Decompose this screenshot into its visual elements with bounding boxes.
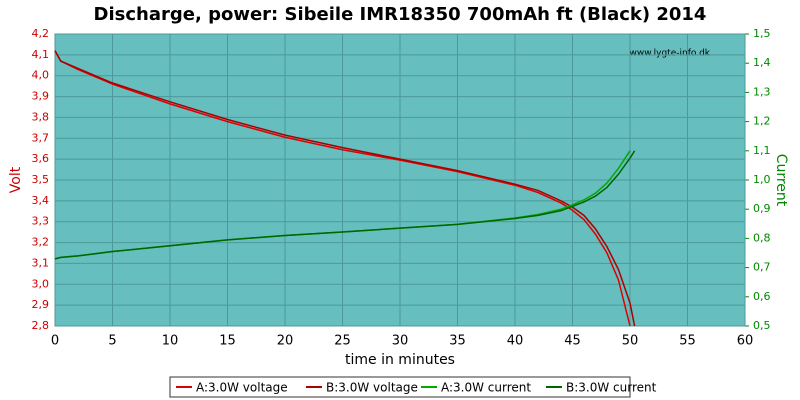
y-tick-label: 3,8	[32, 110, 50, 123]
x-tick-label: 20	[277, 334, 294, 349]
y2-tick-label: 1,3	[753, 85, 771, 98]
x-tick-label: 5	[108, 334, 116, 349]
y-tick-label: 3,9	[32, 90, 50, 103]
y-axis-title: Volt	[8, 166, 24, 193]
y2-tick-label: 0,7	[753, 261, 771, 274]
y2-tick-label: 1,4	[753, 56, 771, 69]
y-tick-label: 3,2	[32, 236, 50, 249]
y2-tick-label: 0,6	[753, 290, 771, 303]
x-tick-label: 10	[162, 334, 179, 349]
legend-label: B:3.0W voltage	[326, 381, 418, 395]
y-tick-label: 3,3	[32, 215, 50, 228]
x-tick-label: 0	[51, 334, 59, 349]
x-tick-label: 50	[622, 334, 639, 349]
x-tick-label: 40	[507, 334, 524, 349]
y-tick-label: 2,9	[32, 298, 50, 311]
y-tick-label: 3,1	[32, 256, 50, 269]
x-tick-label: 15	[219, 334, 236, 349]
x-tick-label: 25	[334, 334, 351, 349]
y-tick-label: 3,0	[32, 277, 50, 290]
y-tick-label: 4,2	[32, 27, 50, 40]
series-line	[54, 50, 636, 327]
legend	[169, 376, 631, 398]
legend-label: B:3.0W current	[566, 381, 657, 395]
legend-label: A:3.0W voltage	[196, 381, 288, 395]
x-axis-title: time in minutes	[345, 352, 455, 368]
x-tick-label: 35	[449, 334, 466, 349]
series-line	[54, 150, 636, 260]
y-tick-label: 4,1	[32, 48, 50, 61]
chart-title: Discharge, power: Sibeile IMR18350 700mA…	[94, 4, 707, 25]
y2-axis-title: Current	[773, 154, 789, 207]
x-tick-label: 45	[564, 334, 581, 349]
y-tick-label: 3,4	[32, 194, 50, 207]
y-tick-label: 4,0	[32, 69, 50, 82]
y2-tick-label: 0,8	[753, 231, 771, 244]
y-tick-label: 2,8	[32, 319, 50, 332]
y2-tick-label: 1,1	[753, 144, 771, 157]
y2-tick-label: 1,5	[753, 27, 771, 40]
x-tick-label: 60	[737, 334, 754, 349]
series-line	[54, 50, 631, 327]
legend-label: A:3.0W current	[441, 381, 531, 395]
y-tick-label: 3,6	[32, 152, 50, 165]
x-tick-label: 30	[392, 334, 409, 349]
watermark: www.lygte-info.dk	[630, 49, 711, 59]
y2-tick-label: 0,5	[753, 319, 771, 332]
y2-tick-label: 1,0	[753, 173, 771, 186]
y-tick-label: 3,7	[32, 131, 50, 144]
x-tick-label: 55	[679, 334, 696, 349]
y2-tick-label: 0,9	[753, 202, 771, 215]
y2-tick-label: 1,2	[753, 115, 771, 128]
y-tick-label: 3,5	[32, 173, 50, 186]
